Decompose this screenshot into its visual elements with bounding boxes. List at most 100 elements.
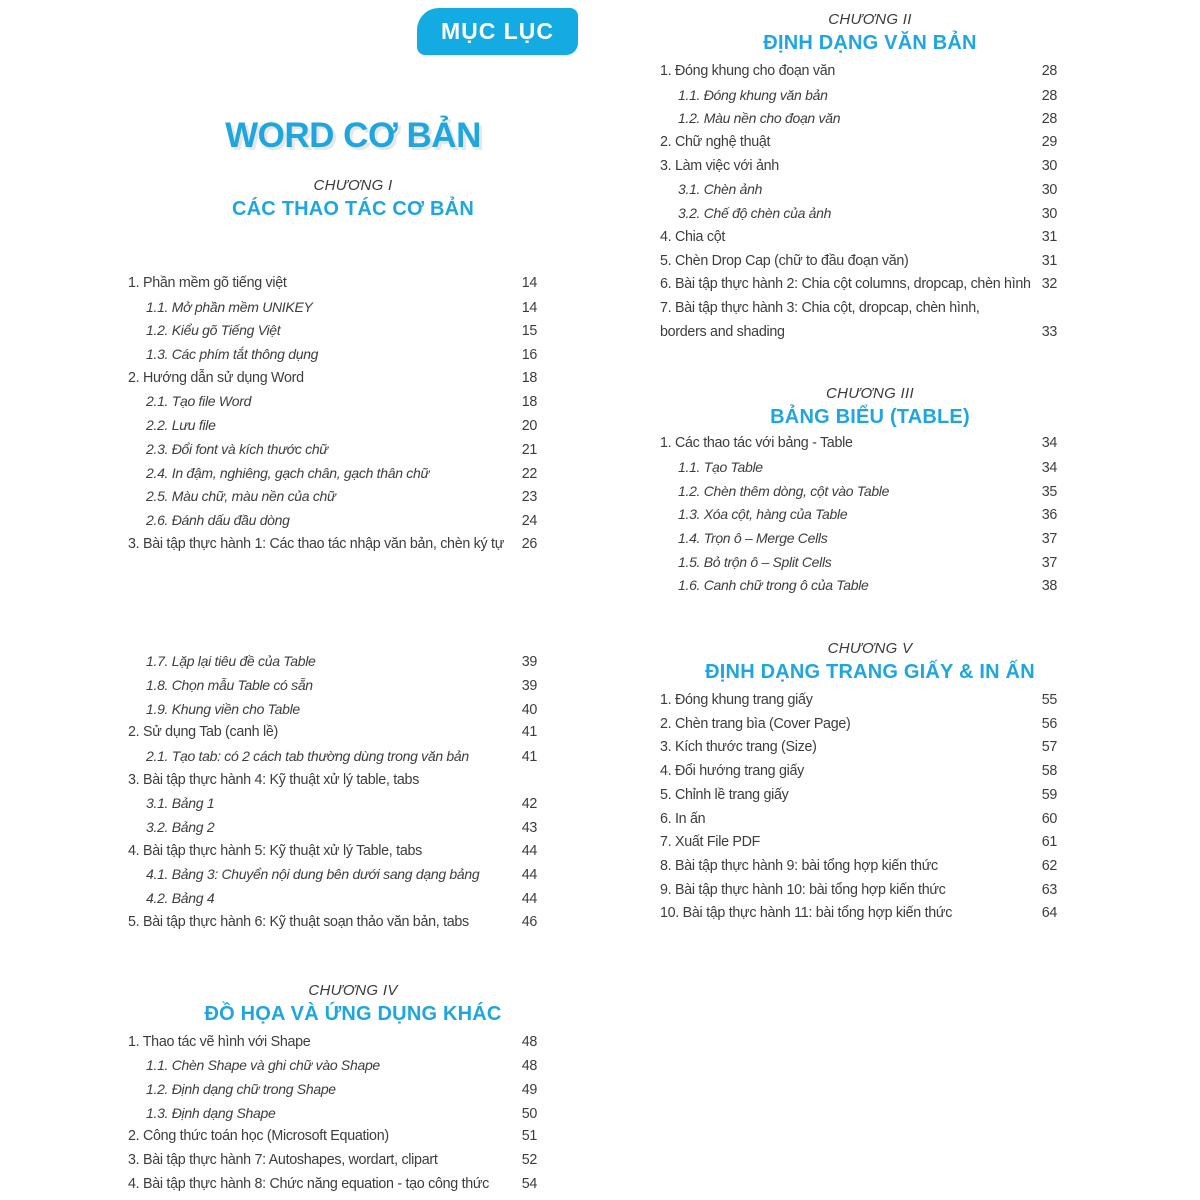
toc-row: 2. Chèn trang bìa (Cover Page) 56 — [660, 713, 1057, 737]
toc-page-number: 39 — [521, 677, 538, 694]
section-heading: ĐỊNH DẠNG VĂN BẢN — [763, 32, 977, 54]
section-heading: CÁC THAO TÁC CƠ BẢN — [232, 198, 474, 220]
toc-page-number: 33 — [1041, 323, 1058, 340]
toc-page-number: 34 — [1041, 435, 1058, 452]
toc-entry-label: 2.5. Màu chữ, màu nền của chữ — [146, 488, 336, 505]
toc-entry-label: 6. Bài tập thực hành 2: Chia cột columns… — [660, 276, 1031, 293]
toc-entry-label: 2.2. Lưu file — [146, 417, 216, 434]
toc-entry-label: 1. Đóng khung cho đoạn văn — [660, 63, 836, 79]
toc-entry-label: borders and shading — [660, 323, 785, 340]
toc-row: 1. Đóng khung cho đoạn văn 28 — [660, 60, 1057, 84]
toc-page-number: 18 — [521, 394, 538, 411]
toc-page-number: 60 — [1041, 810, 1058, 827]
toc-rows: 1.7. Lặp lại tiêu đề của Table 39 1.8. C… — [128, 650, 537, 934]
toc-rows: 1. Đóng khung cho đoạn văn 28 1.1. Đóng … — [660, 60, 1057, 344]
toc-page-number: 44 — [521, 842, 538, 859]
toc-row: 1.3. Các phím tắt thông dụng 16 — [128, 343, 537, 367]
toc-row: 4.2. Bảng 4 44 — [128, 887, 537, 911]
toc-row: 2.1. Tạo file Word 18 — [128, 390, 537, 414]
toc-entry-label: 1. Thao tác vẽ hình với Shape — [128, 1033, 311, 1050]
toc-row: 1.2. Kiểu gõ Tiếng Việt 15 — [128, 319, 537, 343]
toc-entry-label: 5. Chỉnh lề trang giấy — [660, 786, 789, 803]
toc-page-number: 28 — [1041, 111, 1058, 128]
toc-page-number: 37 — [1041, 554, 1058, 571]
toc-entry-label: 1. Các thao tác với bảng - Table — [660, 435, 853, 452]
toc-rows: 1. Đóng khung trang giấy 55 2. Chèn tran… — [660, 689, 1057, 926]
toc-page-number: 20 — [521, 418, 538, 435]
toc-row: 1. Phần mềm gõ tiếng việt 14 — [128, 272, 537, 296]
toc-row: 1.2. Chèn thêm dòng, cột vào Table 35 — [660, 480, 1057, 504]
toc-entry-label: 3. Bài tập thực hành 4: Kỹ thuật xử lý t… — [128, 771, 420, 788]
toc-entry-label: 1.3. Xóa cột, hàng của Table — [678, 506, 848, 523]
toc-entry-label: 5. Chèn Drop Cap (chữ to đầu đoạn văn) — [660, 252, 909, 269]
toc-entry-label: 3.1. Chèn ảnh — [678, 181, 763, 198]
toc-entry-label: 1.6. Canh chữ trong ô của Table — [678, 577, 869, 594]
toc-page-number: 41 — [521, 749, 538, 765]
toc-section: CHƯƠNG II ĐỊNH DẠNG VĂN BẢN 1. Đóng khun… — [660, 10, 1057, 344]
toc-row: 8. Bài tập thực hành 9: bài tổng hợp kiế… — [660, 855, 1057, 879]
toc-entry-label: 3.1. Bảng 1 — [146, 795, 215, 812]
toc-page-number: 36 — [1041, 507, 1058, 524]
toc-page-number: 41 — [521, 724, 538, 741]
toc-entry-label: 2. Công thức toán học (Microsoft Equatio… — [128, 1128, 389, 1145]
toc-rows: 1. Phần mềm gõ tiếng việt 14 1.1. Mở phầ… — [128, 272, 537, 556]
toc-row: 6. Bài tập thực hành 2: Chia cột columns… — [660, 273, 1057, 297]
toc-section: CHƯƠNG V ĐỊNH DẠNG TRANG GIẤY & IN ẤN 1.… — [660, 639, 1057, 926]
chapter-label: CHƯƠNG I — [313, 177, 393, 194]
toc-section: CHƯƠNG IV ĐỒ HỌA VÀ ỨNG DỤNG KHÁC 1. Tha… — [128, 981, 537, 1197]
toc-page-number: 22 — [521, 465, 538, 482]
toc-row: 2. Chữ nghệ thuật 29 — [660, 131, 1057, 155]
toc-entry-label: 4.1. Bảng 3: Chuyển nội dung bên dưới sa… — [146, 866, 480, 883]
toc-row: 3.1. Chèn ảnh 30 — [660, 178, 1057, 202]
toc-entry-label: 2. Chữ nghệ thuật — [660, 134, 771, 151]
toc-row: borders and shading 33 — [660, 321, 1057, 345]
toc-entry-label: 3. Bài tập thực hành 7: Autoshapes, word… — [128, 1151, 438, 1168]
toc-row: 1. Đóng khung trang giấy 55 — [660, 689, 1057, 713]
toc-entry-label: 2.1. Tạo file Word — [146, 393, 252, 410]
section-heading: BẢNG BIỂU (TABLE) — [770, 406, 970, 429]
toc-page-number: 16 — [521, 347, 538, 364]
toc-row: 1.1. Chèn Shape và ghi chữ vào Shape 48 — [128, 1054, 537, 1078]
toc-page-number: 23 — [521, 489, 538, 506]
toc-page-number: 18 — [521, 369, 538, 386]
toc-row: 1.7. Lặp lại tiêu đề của Table 39 — [128, 650, 537, 674]
toc-page-number: 37 — [1041, 531, 1058, 547]
toc-entry-label: 4. Bài tập thực hành 8: Chức năng equati… — [128, 1175, 490, 1192]
toc-page-number: 59 — [1041, 786, 1058, 803]
toc-page-number: 30 — [1041, 157, 1058, 174]
toc-page-number: 51 — [521, 1128, 538, 1145]
toc-row: 5. Chèn Drop Cap (chữ to đầu đoạn văn) 3… — [660, 250, 1057, 274]
toc-row: 2.2. Lưu file 20 — [128, 414, 537, 438]
toc-column-left: CHƯƠNG I CÁC THAO TÁC CƠ BẢN 1. Phần mềm… — [128, 0, 537, 1200]
toc-entry-label: 1.3. Các phím tắt thông dụng — [146, 346, 319, 363]
toc-page-number: 49 — [521, 1081, 538, 1098]
toc-entry-label: 4. Bài tập thực hành 5: Kỹ thuật xử lý T… — [128, 842, 422, 859]
toc-entry-label: 6. In ấn — [660, 810, 706, 827]
toc-page-number: 58 — [1041, 763, 1058, 780]
toc-row: 4.1. Bảng 3: Chuyển nội dung bên dưới sa… — [128, 863, 537, 887]
toc-entry-label: 1.2. Kiểu gõ Tiếng Việt — [146, 322, 281, 339]
toc-entry-label: 4.2. Bảng 4 — [146, 890, 215, 907]
chapter-label: CHƯƠNG III — [826, 385, 914, 403]
toc-row: 2. Sử dụng Tab (canh lề) 41 — [128, 721, 537, 745]
toc-row: 1.5. Bỏ trộn ô – Split Cells 37 — [660, 551, 1057, 575]
toc-row: 7. Bài tập thực hành 3: Chia cột, dropca… — [660, 297, 1057, 321]
toc-page-number: 63 — [1041, 881, 1058, 898]
toc-row: 2. Công thức toán học (Microsoft Equatio… — [128, 1125, 537, 1149]
toc-page-number: 46 — [521, 913, 538, 930]
toc-entry-label: 4. Chia cột — [660, 228, 726, 245]
muc-luc-badge: MỤC LỤC — [417, 8, 578, 55]
toc-row: 2.5. Màu chữ, màu nền của chữ 23 — [128, 485, 537, 509]
toc-page-number: 56 — [1041, 715, 1058, 732]
chapter-label: CHƯƠNG V — [827, 640, 913, 658]
toc-page-number: 32 — [1041, 276, 1058, 293]
toc-entry-label: 2. Chèn trang bìa (Cover Page) — [660, 715, 851, 732]
toc-page-number: 35 — [1041, 483, 1058, 500]
toc-row: 6. In ấn 60 — [660, 808, 1057, 832]
toc-row: 3. Bài tập thực hành 1: Các thao tác nhậ… — [128, 533, 537, 557]
toc-page-number: 44 — [521, 891, 538, 908]
toc-entry-label: 7. Xuất File PDF — [660, 834, 761, 851]
toc-row: 2. Hướng dẫn sử dụng Word 18 — [128, 367, 537, 391]
toc-row: 5. Bài tập thực hành 6: Kỹ thuật soạn th… — [128, 911, 537, 935]
toc-entry-label: 4. Đổi hướng trang giấy — [660, 763, 804, 780]
